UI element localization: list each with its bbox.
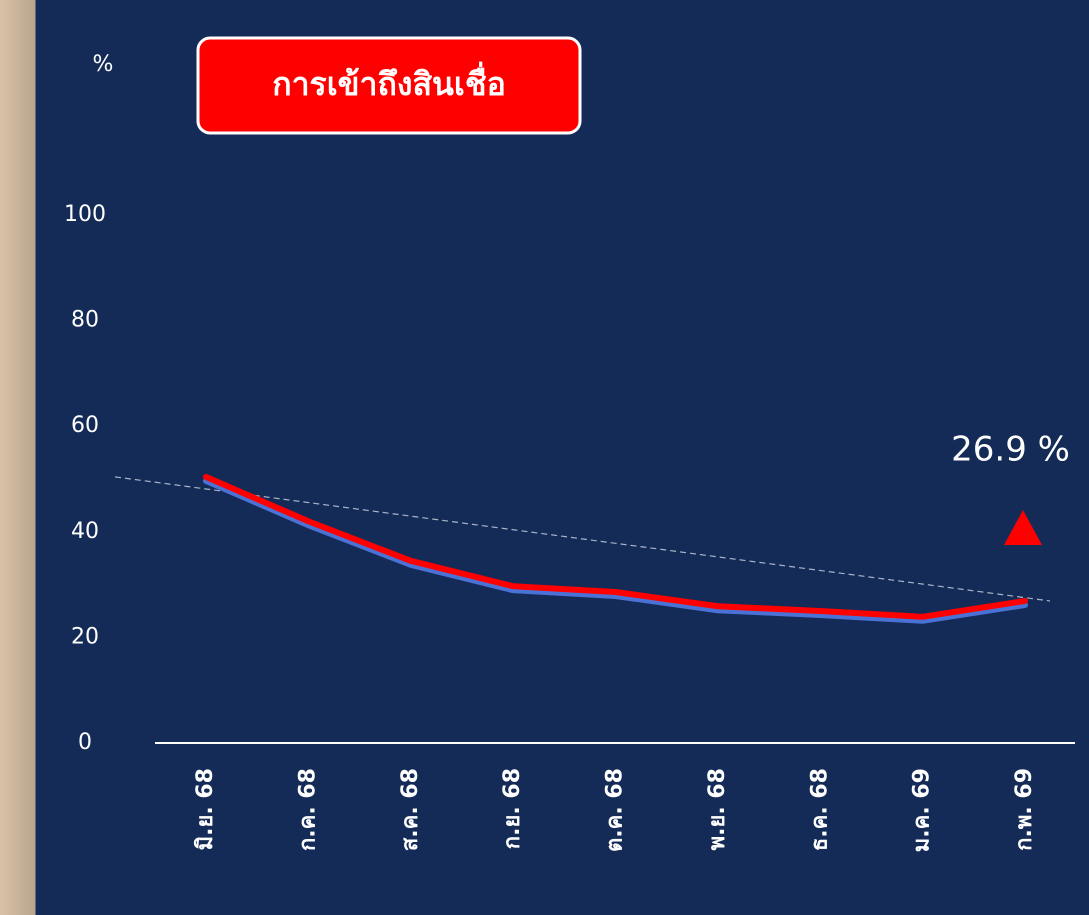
y-tick-label: 80 bbox=[71, 308, 99, 333]
x-tick-label: พ.ย. 68 bbox=[705, 768, 730, 850]
chart-title: การเข้าถึงสินเชื่อ bbox=[272, 61, 506, 103]
line bbox=[203, 473, 1028, 620]
x-tick-label: ก.ค. 68 bbox=[295, 768, 320, 851]
up-arrow bbox=[1004, 510, 1042, 545]
annotation: 26.9 % bbox=[951, 430, 1070, 470]
x-tick-label: ส.ค. 68 bbox=[398, 768, 423, 851]
y-tick-label: 60 bbox=[71, 413, 99, 438]
x-tick-label: มิ.ย. 68 bbox=[193, 768, 218, 850]
x-tick-label: ก.พ. 69 bbox=[1012, 768, 1037, 851]
x-tick-label: ม.ค. 69 bbox=[910, 768, 935, 852]
panel bbox=[36, 0, 1089, 915]
x-tick-label: ธ.ค. 68 bbox=[807, 768, 832, 851]
x-tick-label: ต.ค. 68 bbox=[603, 768, 628, 852]
title-box bbox=[196, 36, 582, 135]
y-tick-label: 20 bbox=[71, 624, 99, 649]
y-tick-label: 100 bbox=[64, 202, 106, 227]
y-tick-label: 0 bbox=[78, 730, 92, 755]
x-tick-label: ก.ย. 68 bbox=[500, 768, 525, 849]
y-tick-label: 40 bbox=[71, 519, 99, 544]
y-axis-label: % bbox=[93, 52, 114, 77]
reference-line bbox=[114, 476, 1051, 602]
